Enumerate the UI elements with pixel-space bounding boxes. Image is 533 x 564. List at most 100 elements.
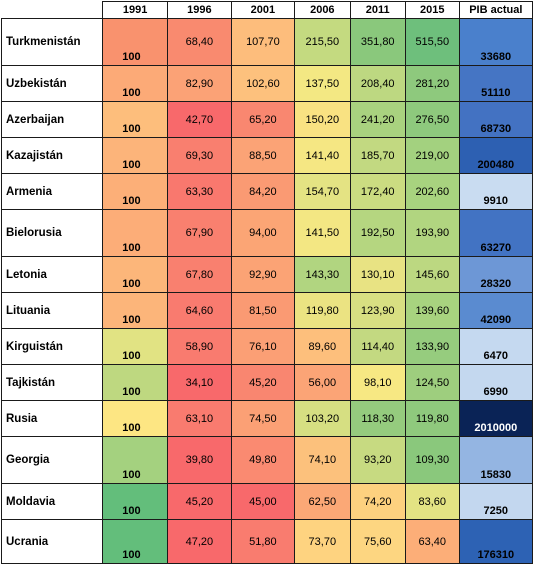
value-1996: 67,90 xyxy=(167,209,232,257)
value-1991: 100 xyxy=(102,328,169,365)
value-2006: 154,70 xyxy=(294,173,351,210)
value-1996: 69,30 xyxy=(167,137,232,174)
value-2006: 103,20 xyxy=(294,400,351,437)
value-1996: 47,20 xyxy=(167,519,232,564)
value-2006: 137,50 xyxy=(294,65,351,102)
value-2001: 84,20 xyxy=(230,173,296,210)
value-2011: 130,10 xyxy=(349,256,406,293)
value-1996: 34,10 xyxy=(167,364,232,401)
value-2011: 192,50 xyxy=(349,209,406,257)
value-1991: 100 xyxy=(102,173,169,210)
value-2015: 139,60 xyxy=(404,292,460,329)
value-2001: 45,20 xyxy=(230,364,296,401)
value-2015: 219,00 xyxy=(404,137,460,174)
value-1991: 100 xyxy=(102,364,169,401)
value-2001: 88,50 xyxy=(230,137,296,174)
value-2015: 193,90 xyxy=(404,209,460,257)
value-2001: 51,80 xyxy=(230,519,296,564)
value-2011: 123,90 xyxy=(349,292,406,329)
value-1991: 100 xyxy=(102,209,169,257)
value-2011: 93,20 xyxy=(349,436,406,484)
header-2001: 2001 xyxy=(230,1,296,19)
table-row: Azerbaijan 100 42,70 65,20 150,20 241,20 276,5… xyxy=(0,101,533,138)
value-2006: 74,10 xyxy=(294,436,351,484)
country-name: Moldavia xyxy=(0,483,104,520)
value-2006: 119,80 xyxy=(294,292,351,329)
country-name: Uzbekistán xyxy=(0,65,104,102)
value-2011: 98,10 xyxy=(349,364,406,401)
country-name: Tajkistán xyxy=(0,364,104,401)
gdp-current: 6470 xyxy=(458,328,533,365)
header-1991: 1991 xyxy=(102,1,169,19)
value-2001: 102,60 xyxy=(230,65,296,102)
gdp-current: 33680 xyxy=(458,18,533,66)
value-1996: 42,70 xyxy=(167,101,232,138)
value-2011: 75,60 xyxy=(349,519,406,564)
value-2001: 76,10 xyxy=(230,328,296,365)
table-row: Letonia 100 67,80 92,90 143,30 130,10 145,60 28… xyxy=(0,256,533,293)
value-2011: 74,20 xyxy=(349,483,406,520)
value-1996: 82,90 xyxy=(167,65,232,102)
value-1991: 100 xyxy=(102,137,169,174)
value-2015: 515,50 xyxy=(404,18,460,66)
value-2015: 276,50 xyxy=(404,101,460,138)
value-1991: 100 xyxy=(102,400,169,437)
value-1996: 64,60 xyxy=(167,292,232,329)
gdp-current: 63270 xyxy=(458,209,533,257)
value-1996: 68,40 xyxy=(167,18,232,66)
value-2006: 73,70 xyxy=(294,519,351,564)
gdp-current: 51110 xyxy=(458,65,533,102)
value-1996: 63,10 xyxy=(167,400,232,437)
table-row: Bielorusia 100 67,90 94,00 141,50 192,50 193,9… xyxy=(0,209,533,257)
header-pib-actual: PIB actual xyxy=(458,1,533,19)
value-2015: 124,50 xyxy=(404,364,460,401)
country-name: Kazajistán xyxy=(0,137,104,174)
value-2015: 119,80 xyxy=(404,400,460,437)
header-row: 1991 1996 2001 2006 2011 2015 PIB actual xyxy=(1,1,533,19)
gdp-current: 176310 xyxy=(458,519,533,564)
value-2001: 45,00 xyxy=(230,483,296,520)
country-name: Georgia xyxy=(0,436,104,484)
gdp-current: 200480 xyxy=(458,137,533,174)
value-1991: 100 xyxy=(102,483,169,520)
header-1996: 1996 xyxy=(167,1,232,19)
value-2015: 133,90 xyxy=(404,328,460,365)
value-2011: 185,70 xyxy=(349,137,406,174)
country-name: Kirguistán xyxy=(0,328,104,365)
value-2006: 89,60 xyxy=(294,328,351,365)
table-row: Kazajistán 100 69,30 88,50 141,40 185,70 219,0… xyxy=(0,137,533,174)
value-1996: 63,30 xyxy=(167,173,232,210)
value-1991: 100 xyxy=(102,519,169,564)
country-name: Armenia xyxy=(0,173,104,210)
value-1991: 100 xyxy=(102,18,169,66)
country-name: Turkmenistán xyxy=(0,18,104,66)
gdp-current: 42090 xyxy=(458,292,533,329)
value-2015: 281,20 xyxy=(404,65,460,102)
value-2015: 202,60 xyxy=(404,173,460,210)
value-1991: 100 xyxy=(102,292,169,329)
gdp-current: 7250 xyxy=(458,483,533,520)
country-name: Lituania xyxy=(0,292,104,329)
value-2001: 65,20 xyxy=(230,101,296,138)
value-2011: 351,80 xyxy=(349,18,406,66)
value-2015: 63,40 xyxy=(404,519,460,564)
value-2011: 172,40 xyxy=(349,173,406,210)
value-2001: 49,80 xyxy=(230,436,296,484)
value-2015: 145,60 xyxy=(404,256,460,293)
value-2011: 114,40 xyxy=(349,328,406,365)
value-2001: 107,70 xyxy=(230,18,296,66)
value-2006: 150,20 xyxy=(294,101,351,138)
gdp-current: 28320 xyxy=(458,256,533,293)
value-2011: 208,40 xyxy=(349,65,406,102)
header-2011: 2011 xyxy=(349,1,406,19)
gdp-current: 2010000 xyxy=(458,400,533,437)
header-2006: 2006 xyxy=(294,1,351,19)
value-2006: 62,50 xyxy=(294,483,351,520)
table-row: Moldavia 100 45,20 45,00 62,50 74,20 83,60 7250 xyxy=(0,483,533,520)
value-2001: 74,50 xyxy=(230,400,296,437)
value-2006: 143,30 xyxy=(294,256,351,293)
value-1996: 67,80 xyxy=(167,256,232,293)
table-row: Georgia 100 39,80 49,80 74,10 93,20 109,30 1583… xyxy=(0,436,533,484)
value-2015: 109,30 xyxy=(404,436,460,484)
value-2001: 92,90 xyxy=(230,256,296,293)
